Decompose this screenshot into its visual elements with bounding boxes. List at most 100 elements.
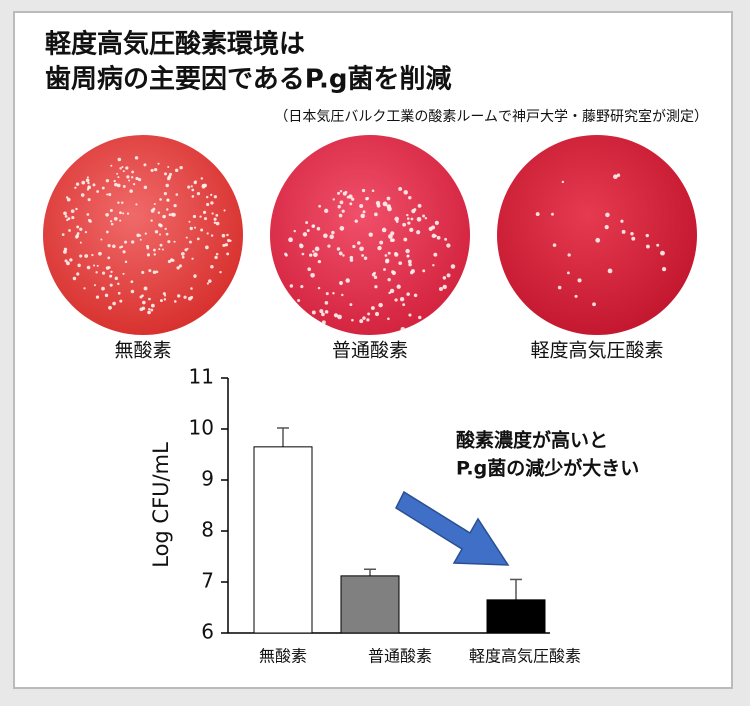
colony — [394, 252, 399, 257]
colony — [450, 264, 456, 269]
colony — [374, 212, 378, 217]
colony — [193, 226, 197, 229]
colony — [215, 214, 219, 217]
colony — [362, 210, 366, 214]
colony — [166, 198, 170, 202]
colony — [381, 227, 387, 233]
colony — [139, 234, 142, 237]
colony — [175, 193, 179, 196]
colony — [324, 208, 329, 214]
colony — [173, 300, 177, 303]
colony — [109, 220, 113, 223]
colony — [181, 255, 185, 259]
colony — [137, 178, 142, 182]
colony — [407, 221, 411, 225]
bar — [486, 599, 546, 634]
colony — [333, 313, 339, 318]
colony — [413, 208, 417, 212]
colony — [210, 264, 214, 269]
colony — [143, 185, 148, 190]
colony — [124, 260, 128, 264]
colony — [405, 248, 410, 254]
colony — [93, 284, 97, 287]
colony — [360, 213, 365, 219]
colony — [376, 203, 381, 208]
colony — [159, 243, 163, 247]
plate-label: 軽度高気圧酸素 — [530, 340, 663, 362]
colony — [446, 273, 451, 278]
colony — [64, 215, 68, 218]
colony — [135, 176, 139, 180]
colony — [359, 319, 364, 324]
colony — [402, 303, 406, 307]
colony — [306, 229, 310, 233]
colony — [147, 310, 151, 315]
colony — [367, 312, 371, 316]
colony — [370, 306, 375, 310]
colony — [339, 281, 343, 285]
colony — [361, 254, 364, 257]
colony — [422, 269, 426, 273]
colony — [317, 286, 321, 290]
colony — [368, 232, 373, 237]
colony — [201, 184, 206, 189]
colony — [213, 217, 217, 221]
colony — [65, 196, 69, 199]
colony — [349, 258, 354, 262]
colony — [206, 232, 209, 235]
colony — [158, 233, 162, 236]
colony — [215, 221, 220, 226]
colony — [661, 266, 667, 272]
colony — [91, 253, 94, 257]
colony — [434, 220, 439, 225]
colony — [84, 231, 88, 234]
colony — [66, 197, 71, 202]
colony — [444, 237, 448, 241]
colony — [620, 219, 624, 223]
bar — [340, 575, 400, 634]
colony — [76, 232, 80, 235]
colony — [76, 272, 80, 276]
colony — [194, 180, 197, 183]
colony — [297, 298, 301, 303]
colony — [394, 298, 398, 302]
colony — [119, 211, 122, 215]
colony — [134, 156, 139, 160]
colony — [342, 254, 345, 257]
colony — [325, 292, 329, 296]
colony — [383, 268, 386, 271]
colony — [167, 259, 172, 264]
colony — [349, 202, 353, 206]
colony — [181, 251, 185, 256]
colony — [61, 233, 65, 236]
colony — [128, 179, 131, 182]
colony — [384, 254, 388, 257]
colony — [126, 175, 130, 179]
colony — [131, 170, 134, 174]
colony — [150, 219, 153, 222]
colony — [357, 241, 361, 245]
colony — [136, 233, 141, 238]
colony — [309, 253, 313, 257]
colony — [86, 265, 91, 270]
colony — [187, 185, 191, 189]
y-tick-label: 7 — [201, 569, 214, 593]
colony — [373, 275, 378, 280]
colony — [86, 213, 90, 216]
colony — [386, 196, 391, 201]
colony — [424, 217, 428, 220]
colony — [185, 236, 188, 239]
colony — [339, 190, 343, 193]
colony — [313, 252, 318, 258]
colony — [150, 303, 155, 308]
colony — [391, 270, 395, 274]
colony — [567, 253, 571, 257]
colony — [660, 250, 665, 256]
colony — [561, 180, 565, 184]
colony — [146, 244, 150, 248]
colony — [105, 212, 109, 217]
colony — [388, 234, 393, 239]
colony — [121, 201, 124, 204]
colony — [378, 302, 383, 308]
